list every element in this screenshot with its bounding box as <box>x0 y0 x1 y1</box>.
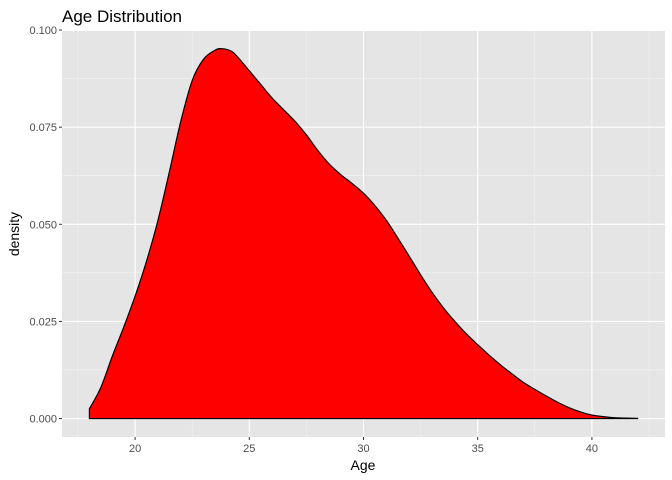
x-tick-label: 40 <box>586 443 598 455</box>
y-tick-label: 0.050 <box>29 219 57 231</box>
y-axis-title: density <box>6 212 22 256</box>
y-tick-label: 0.100 <box>29 25 57 37</box>
y-tick-label: 0.075 <box>29 122 57 134</box>
chart-title: Age Distribution <box>62 7 182 26</box>
density-area <box>88 48 639 420</box>
x-tick-label: 20 <box>129 443 141 455</box>
x-tick-label: 30 <box>357 443 369 455</box>
y-axis: 0.000 0.025 0.050 0.075 0.100 <box>29 25 62 426</box>
x-axis: 20 25 30 35 40 <box>129 437 598 455</box>
x-tick-label: 25 <box>243 443 255 455</box>
y-tick-label: 0.025 <box>29 316 57 328</box>
x-tick-label: 35 <box>472 443 484 455</box>
y-tick-label: 0.000 <box>29 414 57 426</box>
x-axis-title: Age <box>351 457 376 473</box>
